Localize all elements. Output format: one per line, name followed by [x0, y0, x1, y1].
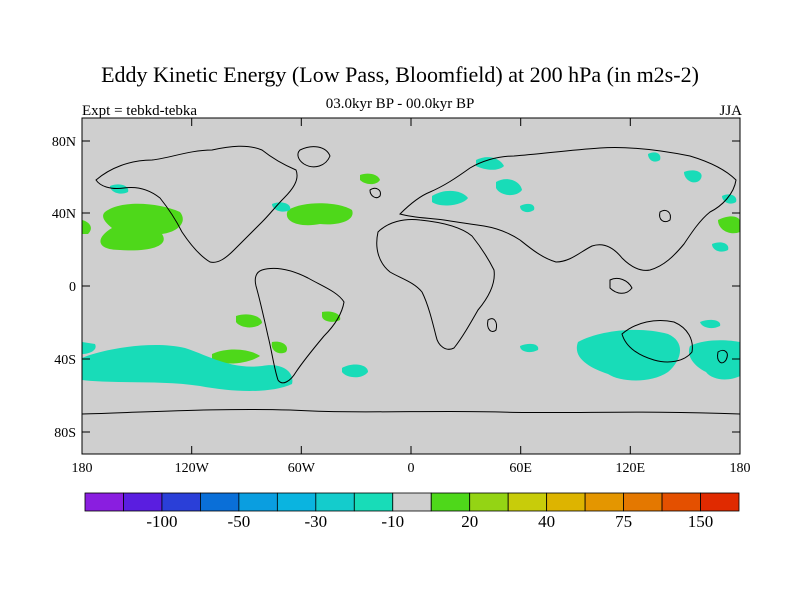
longitude-axis: 180 120W 60W 0 60E 120E 180	[72, 118, 751, 476]
negative-patch	[520, 343, 539, 353]
map-title: Eddy Kinetic Energy (Low Pass, Bloomfiel…	[101, 62, 699, 87]
lon-label: 120W	[175, 461, 210, 476]
colorbar-swatch	[700, 492, 740, 512]
british-isles-coast	[369, 187, 381, 199]
coastlines	[82, 145, 740, 415]
colorbar-swatch	[392, 492, 432, 512]
indonesia-coast	[609, 277, 633, 294]
lon-label: 60W	[288, 461, 316, 476]
positive-patch	[82, 220, 91, 234]
colorbar-swatch	[661, 492, 701, 512]
experiment-label: Expt = tebkd-tebka	[82, 103, 198, 119]
negative-patch	[700, 319, 721, 329]
negative-patch	[496, 179, 522, 196]
negative-patch	[342, 364, 368, 378]
positive-patch	[286, 203, 353, 226]
colorbar-swatch	[84, 492, 124, 512]
colorbar-swatch	[584, 492, 624, 512]
colorbar-label: -30	[304, 512, 327, 531]
negative-patch	[476, 157, 504, 170]
positive-patch	[212, 349, 260, 364]
colorbar-label: -10	[381, 512, 404, 531]
negative-patch	[432, 190, 468, 206]
period-label: 03.0kyr BP - 00.0kyr BP	[325, 96, 475, 112]
negative-patch	[712, 242, 729, 252]
colorbar-swatch	[546, 492, 586, 512]
colorbar-swatch	[430, 492, 471, 512]
eurasia-coast	[399, 146, 737, 271]
negative-anomaly-patches	[82, 152, 740, 391]
lat-label: 80S	[54, 426, 76, 441]
madagascar-coast	[487, 318, 497, 333]
colorbar: -100 -50 -30 -10 20 40 75 150	[84, 492, 740, 531]
positive-patch	[360, 173, 380, 185]
colorbar-label: 40	[538, 512, 555, 531]
lat-label: 40N	[52, 207, 76, 222]
africa-coast	[376, 219, 495, 350]
negative-patch	[110, 184, 129, 194]
lon-label: 60E	[509, 461, 532, 476]
positive-patch	[322, 311, 341, 322]
colorbar-swatch	[161, 492, 201, 512]
colorbar-swatch	[623, 492, 663, 512]
south-america-coast	[254, 267, 345, 384]
colorbar-swatch	[507, 492, 548, 512]
greenland-coast	[297, 146, 331, 168]
lon-label: 120E	[616, 461, 646, 476]
lat-label: 0	[69, 280, 76, 295]
north-america-coast	[95, 145, 298, 263]
colorbar-label: -100	[146, 512, 177, 531]
negative-patch	[648, 152, 661, 162]
colorbar-swatch	[469, 492, 509, 512]
colorbar-label: 20	[461, 512, 478, 531]
positive-patch	[718, 216, 740, 234]
map-panel	[82, 118, 740, 454]
colorbar-swatch	[238, 492, 278, 512]
negative-patch	[272, 202, 291, 212]
positive-patch	[100, 203, 183, 251]
lon-label: 0	[408, 461, 415, 476]
map-background	[82, 118, 740, 454]
colorbar-swatch	[315, 492, 355, 512]
positive-patch	[271, 341, 288, 354]
lon-label: 180	[730, 461, 751, 476]
colorbar-label: 75	[615, 512, 632, 531]
negative-patch	[722, 194, 737, 204]
positive-patch	[236, 314, 262, 328]
negative-patch	[684, 170, 702, 183]
colorbar-swatch	[123, 492, 163, 512]
colorbar-swatch	[276, 492, 317, 512]
season-label: JJA	[719, 103, 742, 119]
colorbar-label: 150	[688, 512, 714, 531]
australia-coast	[621, 320, 693, 363]
negative-patch	[82, 342, 96, 354]
negative-patch	[82, 345, 293, 391]
japan-coast	[659, 209, 671, 223]
new-zealand-coast	[717, 349, 728, 364]
lat-label: 80N	[52, 135, 76, 150]
lon-label: 180	[72, 461, 93, 476]
colorbar-label: -50	[228, 512, 251, 531]
negative-patch	[688, 340, 740, 380]
lat-label: 40S	[54, 353, 76, 368]
antarctica-coast	[82, 408, 740, 415]
colorbar-swatch	[353, 492, 394, 512]
negative-patch	[576, 329, 681, 381]
positive-anomaly-patches	[82, 173, 740, 364]
negative-patch	[520, 203, 535, 213]
latitude-axis: 80N 40N 0 40S 80S	[52, 135, 740, 441]
colorbar-swatch	[200, 492, 240, 512]
